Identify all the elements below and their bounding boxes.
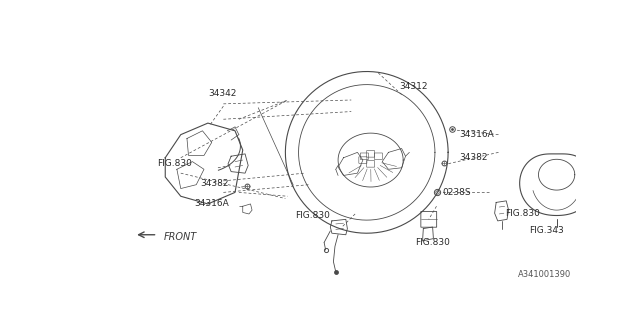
Text: 34316A: 34316A <box>460 130 495 139</box>
Text: FIG.830: FIG.830 <box>157 159 193 168</box>
Text: 34382: 34382 <box>200 179 228 188</box>
Text: FRONT: FRONT <box>164 232 197 242</box>
Text: 34382: 34382 <box>460 153 488 162</box>
Text: FIG.830: FIG.830 <box>415 238 450 247</box>
Text: FIG.830: FIG.830 <box>296 211 330 220</box>
Text: 34316A: 34316A <box>195 199 230 208</box>
Text: FIG.343: FIG.343 <box>529 227 564 236</box>
Text: FIG.830: FIG.830 <box>505 210 540 219</box>
Text: 34312: 34312 <box>399 82 428 91</box>
Text: 34342: 34342 <box>208 89 236 98</box>
Text: A341001390: A341001390 <box>518 270 571 279</box>
Text: 0238S: 0238S <box>443 188 471 197</box>
